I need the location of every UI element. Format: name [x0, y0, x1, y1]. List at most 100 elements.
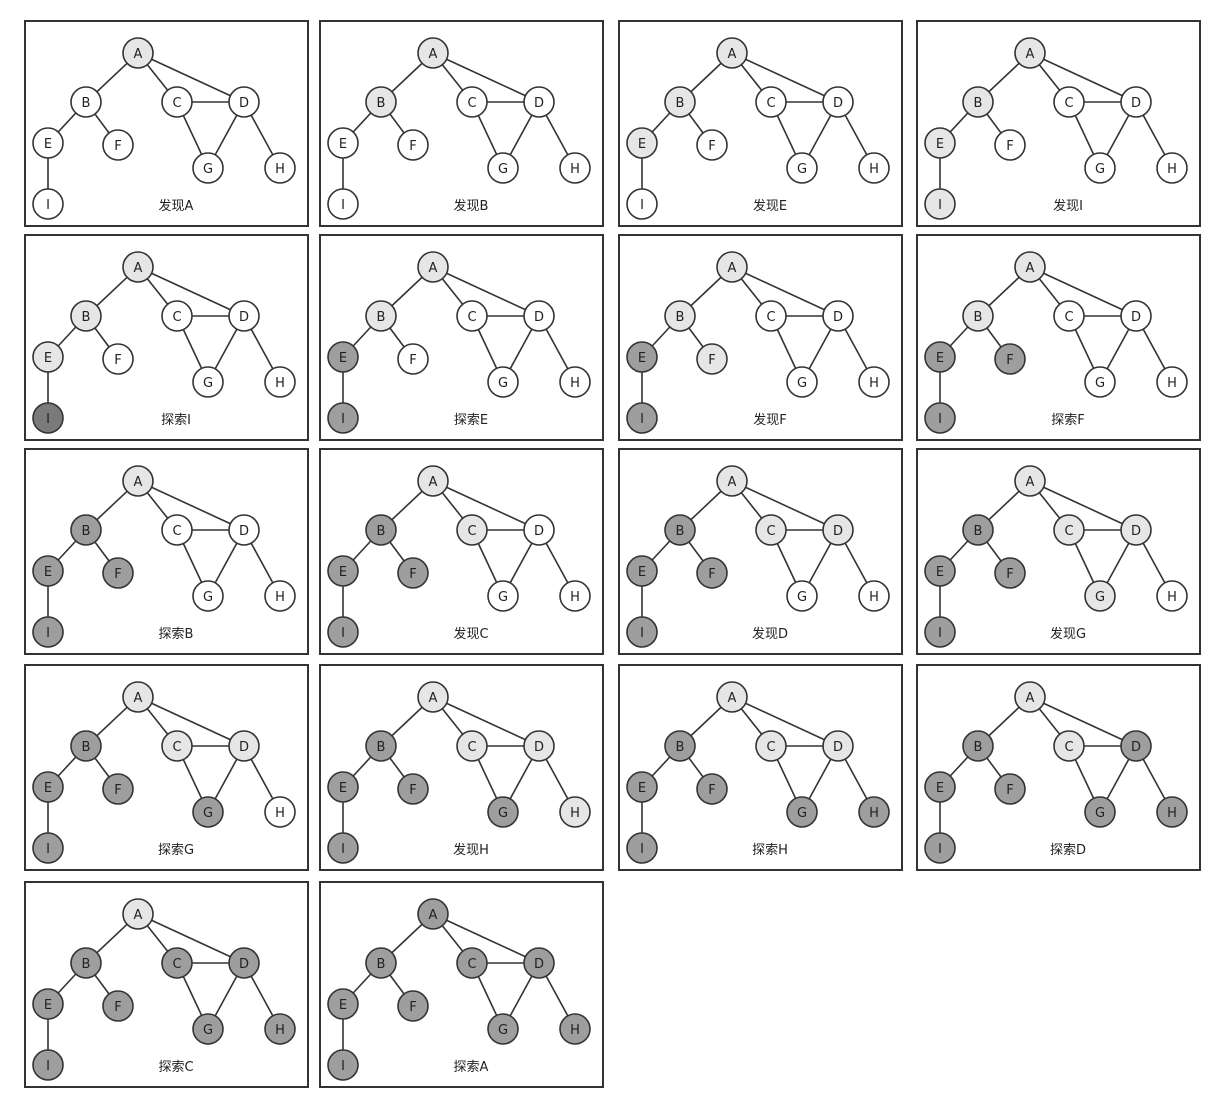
node-circle [1084, 152, 1116, 184]
graph-diagram: A B C D E F G H I 探索A [327, 898, 591, 1081]
node-label: G [203, 376, 213, 391]
node-circle [755, 86, 787, 118]
node-circle [487, 152, 519, 184]
graph-panel: A B C D E F G H I 探索D [916, 664, 1201, 871]
graph-diagram: A B C D E F G H I 发现F [626, 251, 890, 434]
node-circle [32, 988, 64, 1020]
node-circle [559, 366, 591, 398]
node-I: I [32, 402, 64, 434]
node-D: D [228, 947, 260, 979]
graph-panel: A B C D E F G H I 发现D [618, 448, 903, 655]
node-E: E [327, 771, 359, 803]
node-C: C [755, 514, 787, 546]
node-label: H [869, 376, 879, 391]
node-D: D [523, 947, 555, 979]
graph-panel: A B C D E F G H I 发现B [319, 20, 604, 227]
node-label: B [82, 957, 91, 972]
node-circle [962, 514, 994, 546]
node-G: G [192, 796, 224, 828]
node-label: G [498, 162, 508, 177]
node-E: E [32, 127, 64, 159]
node-B: B [962, 300, 994, 332]
node-circle [264, 366, 296, 398]
node-label: G [203, 162, 213, 177]
node-H: H [858, 152, 890, 184]
node-label: C [766, 740, 775, 755]
step-caption: 发现E [753, 198, 787, 214]
node-circle [755, 730, 787, 762]
node-label: B [377, 96, 386, 111]
node-circle [716, 681, 748, 713]
node-C: C [456, 300, 488, 332]
node-circle [523, 300, 555, 332]
node-A: A [716, 37, 748, 69]
node-B: B [365, 86, 397, 118]
node-A: A [417, 37, 449, 69]
node-C: C [1053, 514, 1085, 546]
graph-diagram: A B C D E F G H I 探索H [626, 681, 890, 864]
node-D: D [523, 300, 555, 332]
node-F: F [102, 557, 134, 589]
node-label: H [1167, 806, 1177, 821]
node-G: G [1084, 366, 1116, 398]
step-caption: 发现H [453, 842, 489, 858]
graph-diagram: A B C D E F G H I 探索D [924, 681, 1188, 864]
node-circle [70, 730, 102, 762]
step-caption: 发现A [159, 198, 194, 214]
node-circle [327, 988, 359, 1020]
node-circle [1053, 730, 1085, 762]
node-label: A [134, 261, 143, 276]
node-label: I [46, 842, 50, 857]
node-circle [327, 832, 359, 864]
node-D: D [1120, 86, 1152, 118]
node-label: I [938, 842, 942, 857]
node-C: C [161, 86, 193, 118]
node-circle [228, 730, 260, 762]
node-label: I [938, 198, 942, 213]
node-circle [1120, 730, 1152, 762]
node-label: E [936, 351, 944, 366]
edge-A-D [731, 52, 839, 103]
node-D: D [822, 300, 854, 332]
node-circle [264, 1013, 296, 1045]
node-label: H [1167, 590, 1177, 605]
node-circle [32, 616, 64, 648]
node-circle [924, 771, 956, 803]
node-G: G [487, 1013, 519, 1045]
graph-panel: A B C D E F G H I 发现H [319, 664, 604, 871]
node-circle [161, 300, 193, 332]
node-circle [664, 86, 696, 118]
graph-panel: A B C D E F G H I 发现A [24, 20, 309, 227]
node-circle [1053, 514, 1085, 546]
node-A: A [1014, 37, 1046, 69]
node-label: I [341, 1059, 345, 1074]
node-circle [487, 366, 519, 398]
node-label: C [172, 524, 181, 539]
node-F: F [102, 129, 134, 161]
node-label: F [409, 139, 416, 154]
node-label: A [429, 47, 438, 62]
node-label: E [44, 781, 52, 796]
edge-A-D [1029, 266, 1137, 317]
node-label: C [467, 740, 476, 755]
node-label: F [708, 139, 715, 154]
node-C: C [1053, 300, 1085, 332]
node-F: F [994, 557, 1026, 589]
node-circle [626, 832, 658, 864]
node-F: F [397, 773, 429, 805]
node-circle [1120, 86, 1152, 118]
edge-A-D [731, 696, 839, 747]
node-D: D [523, 86, 555, 118]
node-circle [1014, 37, 1046, 69]
node-G: G [786, 796, 818, 828]
node-label: F [114, 139, 121, 154]
edge-A-D [137, 52, 245, 103]
node-label: B [377, 740, 386, 755]
step-caption: 探索G [158, 843, 194, 858]
node-E: E [924, 555, 956, 587]
node-circle [924, 402, 956, 434]
node-label: E [638, 781, 646, 796]
node-label: D [239, 96, 249, 111]
node-circle [924, 341, 956, 373]
